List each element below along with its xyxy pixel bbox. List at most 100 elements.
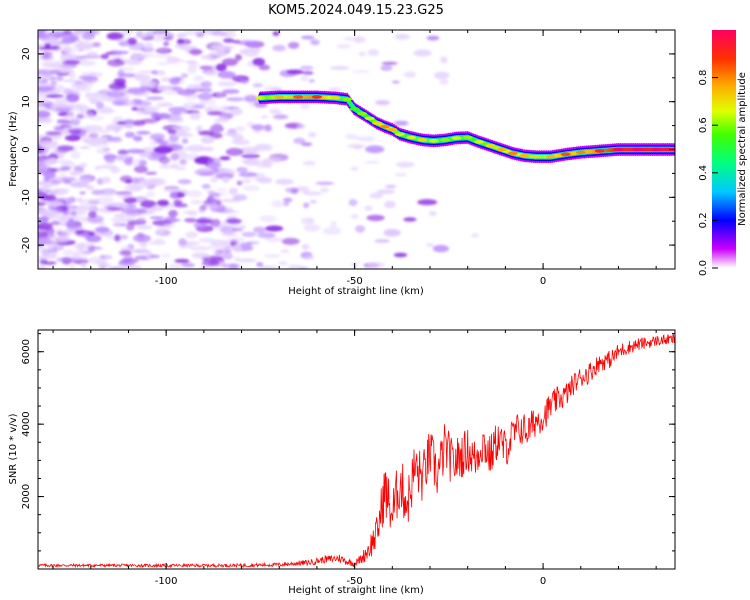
ridge-peak: [474, 140, 484, 144]
noise-speckle: [168, 209, 178, 218]
noise-speckle: [303, 202, 310, 209]
noise-speckle: [302, 160, 317, 166]
noise-speckle: [118, 41, 130, 47]
noise-speckle: [111, 136, 122, 141]
noise-speckle: [156, 102, 174, 108]
noise-speckle: [439, 79, 449, 85]
noise-speckle: [133, 100, 152, 107]
noise-speckle: [336, 44, 352, 49]
noise-speckle: [181, 138, 189, 145]
ridge-peak: [545, 154, 556, 159]
noise-speckle: [123, 125, 134, 129]
spectrogram-plot-area: [38, 30, 675, 269]
noise-speckle: [65, 46, 77, 54]
noise-speckle: [426, 35, 440, 41]
noise-speckle: [121, 205, 129, 209]
noise-speckle: [138, 54, 148, 59]
noise-speckle: [471, 233, 480, 238]
colorbar-label: Normalized spectral amplitude: [737, 72, 748, 226]
noise-speckle: [145, 96, 165, 101]
noise-speckle: [144, 31, 151, 37]
ridge-peak: [428, 139, 439, 143]
noise-speckle: [263, 157, 281, 164]
noise-speckle: [166, 116, 183, 121]
noise-speckle: [393, 252, 408, 258]
noise-speckle: [251, 124, 265, 131]
y-tick-label: -10: [21, 189, 32, 205]
ridge-peak: [560, 152, 571, 157]
noise-speckle: [286, 69, 304, 75]
noise-speckle: [79, 198, 97, 205]
noise-speckle: [112, 101, 128, 106]
noise-speckle: [79, 191, 86, 195]
noise-speckle: [81, 250, 92, 255]
noise-speckle: [207, 157, 221, 166]
ridge-peak: [485, 143, 496, 148]
noise-speckle: [104, 254, 111, 260]
noise-speckle: [288, 264, 303, 269]
noise-speckle: [45, 215, 63, 220]
chart-title: KOM5.2024.049.15.23.G25: [268, 3, 444, 18]
noise-speckle: [132, 234, 152, 243]
ridge-peak: [379, 124, 390, 129]
noise-speckle: [301, 142, 313, 147]
noise-speckle: [56, 159, 73, 164]
noise-speckle: [137, 106, 157, 112]
noise-speckle: [263, 86, 283, 92]
ridge-peak: [255, 96, 266, 100]
noise-speckle: [303, 255, 316, 260]
noise-speckle: [369, 192, 383, 199]
noise-speckle: [242, 47, 263, 52]
noise-speckle: [300, 217, 315, 225]
noise-speckle: [287, 41, 300, 49]
noise-speckle: [214, 249, 224, 257]
noise-speckle: [394, 33, 410, 40]
noise-speckle: [160, 77, 171, 82]
noise-speckle: [70, 211, 77, 216]
noise-speckle: [157, 199, 170, 207]
noise-speckle: [60, 124, 72, 128]
noise-speckle: [139, 240, 148, 248]
ridge-peak: [530, 154, 541, 159]
noise-speckle: [149, 254, 161, 259]
noise-speckle: [44, 200, 64, 207]
noise-speckle: [239, 146, 260, 154]
noise-speckle: [79, 162, 88, 168]
noise-speckle: [121, 30, 133, 36]
noise-speckle: [55, 75, 64, 82]
noise-speckle: [166, 56, 180, 64]
ridge-peak: [594, 149, 605, 153]
noise-speckle: [67, 218, 75, 226]
noise-speckle: [70, 151, 81, 159]
noise-speckle: [272, 44, 286, 52]
noise-speckle: [148, 241, 167, 245]
noise-speckle: [124, 184, 143, 192]
noise-speckle: [131, 52, 140, 60]
x-tick-label: 0: [540, 276, 546, 287]
noise-speckle: [232, 40, 241, 44]
noise-speckle: [237, 258, 257, 263]
noise-speckle: [66, 225, 84, 230]
noise-speckle: [216, 91, 225, 98]
noise-speckle: [222, 89, 240, 94]
noise-speckle: [271, 200, 284, 208]
noise-speckle: [168, 106, 187, 113]
noise-speckle: [241, 153, 260, 159]
y-tick-label: -20: [21, 237, 32, 253]
ridge-peak: [651, 147, 662, 152]
ridge-peak: [387, 127, 398, 132]
noise-speckle: [138, 70, 154, 74]
noise-speckle: [139, 80, 158, 87]
noise-speckle: [257, 232, 276, 239]
noise-speckle: [88, 231, 96, 236]
noise-speckle: [50, 103, 60, 109]
x-tick-label: -50: [346, 576, 362, 587]
noise-speckle: [186, 144, 206, 152]
y-tick-label: 10: [21, 95, 32, 108]
noise-speckle: [163, 90, 179, 95]
noise-speckle: [83, 124, 103, 133]
noise-speckle: [97, 141, 110, 147]
noise-speckle: [151, 70, 158, 75]
noise-speckle: [56, 119, 70, 123]
spectrogram-x-axis-label: Height of straight line (km): [288, 286, 424, 297]
